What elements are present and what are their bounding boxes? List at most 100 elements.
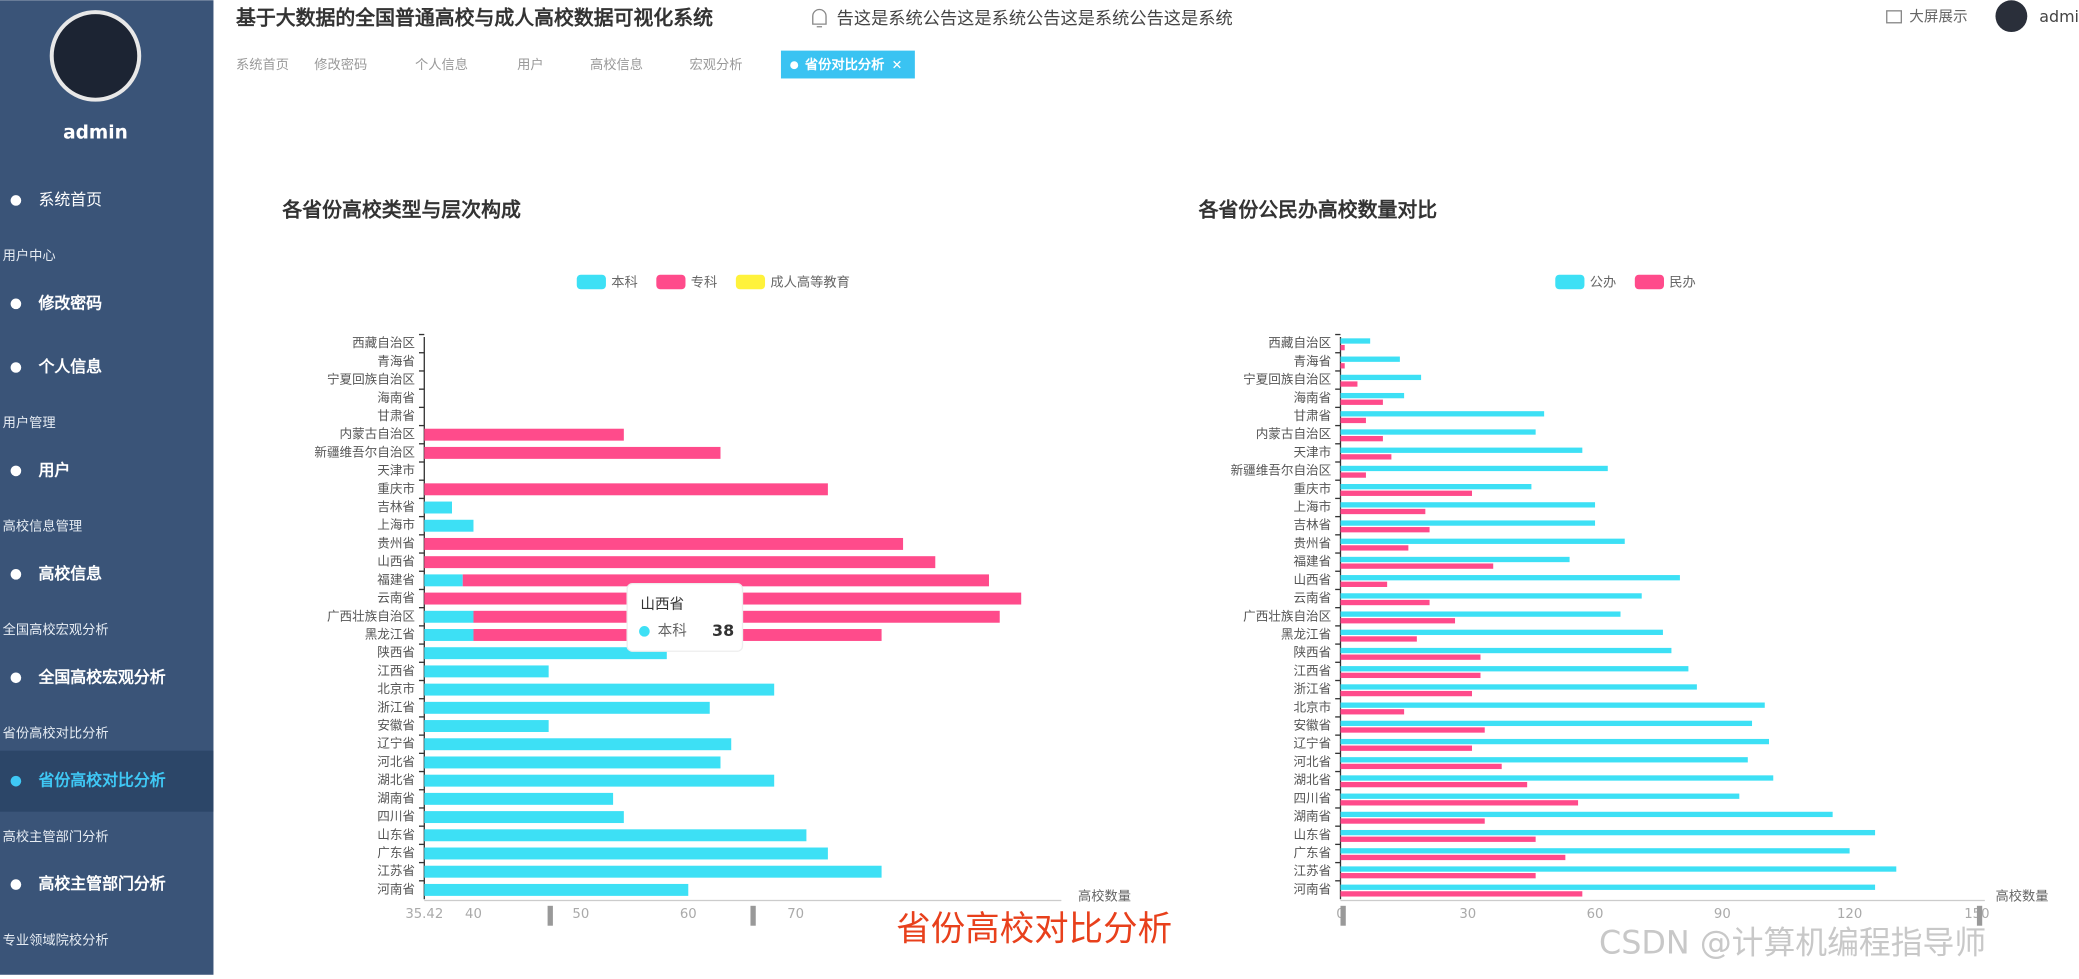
bar-segment[interactable] xyxy=(44,629,474,641)
bar[interactable] xyxy=(1340,472,1366,478)
bar[interactable] xyxy=(1340,429,1536,435)
menu-item[interactable]: 个人信息 xyxy=(37,357,102,376)
bar-segment[interactable] xyxy=(44,865,882,878)
bar[interactable] xyxy=(1340,672,1481,679)
bar-segment[interactable] xyxy=(44,792,614,805)
bar[interactable] xyxy=(1340,720,1753,727)
bar-segment[interactable] xyxy=(44,501,452,514)
menu-item[interactable]: 高校信息 xyxy=(38,564,102,583)
legend-swatch[interactable] xyxy=(1634,274,1664,290)
bar-segment[interactable] xyxy=(44,811,624,824)
bar[interactable] xyxy=(1340,891,1583,897)
bar-segment[interactable] xyxy=(44,829,807,842)
bar[interactable] xyxy=(1340,454,1392,460)
bar[interactable] xyxy=(1340,848,1850,854)
bar-segment[interactable] xyxy=(44,519,474,532)
menu-item[interactable]: 修改密码 xyxy=(37,293,102,312)
tab[interactable]: 省份对比分析 xyxy=(804,56,885,73)
bar[interactable] xyxy=(1340,356,1400,362)
bar[interactable] xyxy=(1340,829,1876,836)
bar-segment[interactable] xyxy=(44,883,689,896)
bar[interactable] xyxy=(1340,666,1689,672)
menu-item[interactable]: 省份高校对比分析 xyxy=(37,771,165,790)
bar[interactable] xyxy=(1340,527,1430,533)
bar[interactable] xyxy=(1340,818,1485,824)
bar-segment[interactable] xyxy=(44,683,775,696)
bar[interactable] xyxy=(1340,338,1371,344)
bar[interactable] xyxy=(1340,556,1570,563)
bar[interactable] xyxy=(1340,344,1345,351)
bar[interactable] xyxy=(1340,599,1430,606)
bar[interactable] xyxy=(1340,775,1774,781)
legend-swatch[interactable] xyxy=(735,274,766,290)
menu-item[interactable]: 系统首页 xyxy=(38,190,102,209)
bar-segment[interactable] xyxy=(44,610,474,623)
bar[interactable] xyxy=(1340,690,1473,697)
bar-segment[interactable] xyxy=(409,556,936,569)
bar-segment[interactable] xyxy=(44,665,549,678)
bar[interactable] xyxy=(1340,800,1579,806)
bar[interactable] xyxy=(1340,629,1663,635)
bar[interactable] xyxy=(1340,447,1583,453)
menu-item[interactable]: 用户 xyxy=(38,460,70,479)
tab[interactable]: 个人信息 xyxy=(415,56,468,73)
bar[interactable] xyxy=(1340,636,1417,642)
tab-close[interactable] xyxy=(893,60,901,69)
header-user[interactable]: admin xyxy=(2039,7,2079,26)
bar[interactable] xyxy=(1340,618,1456,624)
bar-segment[interactable] xyxy=(44,701,710,714)
bar-segment[interactable] xyxy=(355,537,904,550)
bar[interactable] xyxy=(1340,563,1494,569)
bar[interactable] xyxy=(1340,727,1485,733)
bar[interactable] xyxy=(1340,593,1642,599)
tab[interactable]: 宏观分析 xyxy=(689,57,742,73)
bar[interactable] xyxy=(1340,538,1625,544)
bar[interactable] xyxy=(1340,709,1405,715)
bar[interactable] xyxy=(1340,575,1680,581)
bar[interactable] xyxy=(1340,508,1426,515)
bar-segment[interactable] xyxy=(44,647,667,660)
menu-item[interactable]: 高校主管部门分析 xyxy=(38,874,165,893)
bar-segment[interactable] xyxy=(226,428,624,441)
tab[interactable]: 用户 xyxy=(517,56,544,73)
bar[interactable] xyxy=(1340,399,1383,405)
tab[interactable]: 系统首页 xyxy=(236,57,289,73)
bar[interactable] xyxy=(1340,745,1473,751)
bar[interactable] xyxy=(1340,436,1383,442)
legend-swatch[interactable] xyxy=(1555,274,1585,290)
bar-segment[interactable] xyxy=(44,574,463,587)
bar[interactable] xyxy=(1340,738,1770,745)
bar-segment[interactable] xyxy=(462,574,989,587)
bar-segment[interactable] xyxy=(44,774,775,787)
active-tab[interactable] xyxy=(780,50,915,79)
legend-swatch[interactable] xyxy=(576,274,606,290)
bar[interactable] xyxy=(1340,484,1532,490)
bar-segment[interactable] xyxy=(44,720,549,732)
bar[interactable] xyxy=(1340,866,1897,872)
bar[interactable] xyxy=(1340,381,1358,387)
bar[interactable] xyxy=(1340,520,1596,526)
bar-segment[interactable] xyxy=(259,446,721,459)
screen-link[interactable]: 大屏展示 xyxy=(1909,8,1967,25)
bar[interactable] xyxy=(1340,545,1409,551)
bar[interactable] xyxy=(1340,702,1765,708)
bar-segment[interactable] xyxy=(44,756,721,769)
bar[interactable] xyxy=(1340,490,1473,496)
bar[interactable] xyxy=(1340,611,1621,617)
bar[interactable] xyxy=(1340,392,1405,399)
bar[interactable] xyxy=(1340,684,1697,690)
bar[interactable] xyxy=(1340,884,1876,890)
bar[interactable] xyxy=(1340,873,1536,879)
bar[interactable] xyxy=(1340,793,1740,799)
menu-item[interactable]: 全国高校宏观分析 xyxy=(37,667,165,686)
bar-segment[interactable] xyxy=(44,738,732,751)
bar-segment[interactable] xyxy=(44,847,828,860)
bar[interactable] xyxy=(1340,836,1536,842)
bar[interactable] xyxy=(1340,763,1502,770)
bar[interactable] xyxy=(1340,647,1672,654)
legend-swatch[interactable] xyxy=(656,274,686,290)
bar[interactable] xyxy=(1340,581,1388,587)
bar[interactable] xyxy=(1340,811,1833,818)
tab[interactable]: 修改密码 xyxy=(314,56,367,73)
bar[interactable] xyxy=(1340,411,1545,417)
